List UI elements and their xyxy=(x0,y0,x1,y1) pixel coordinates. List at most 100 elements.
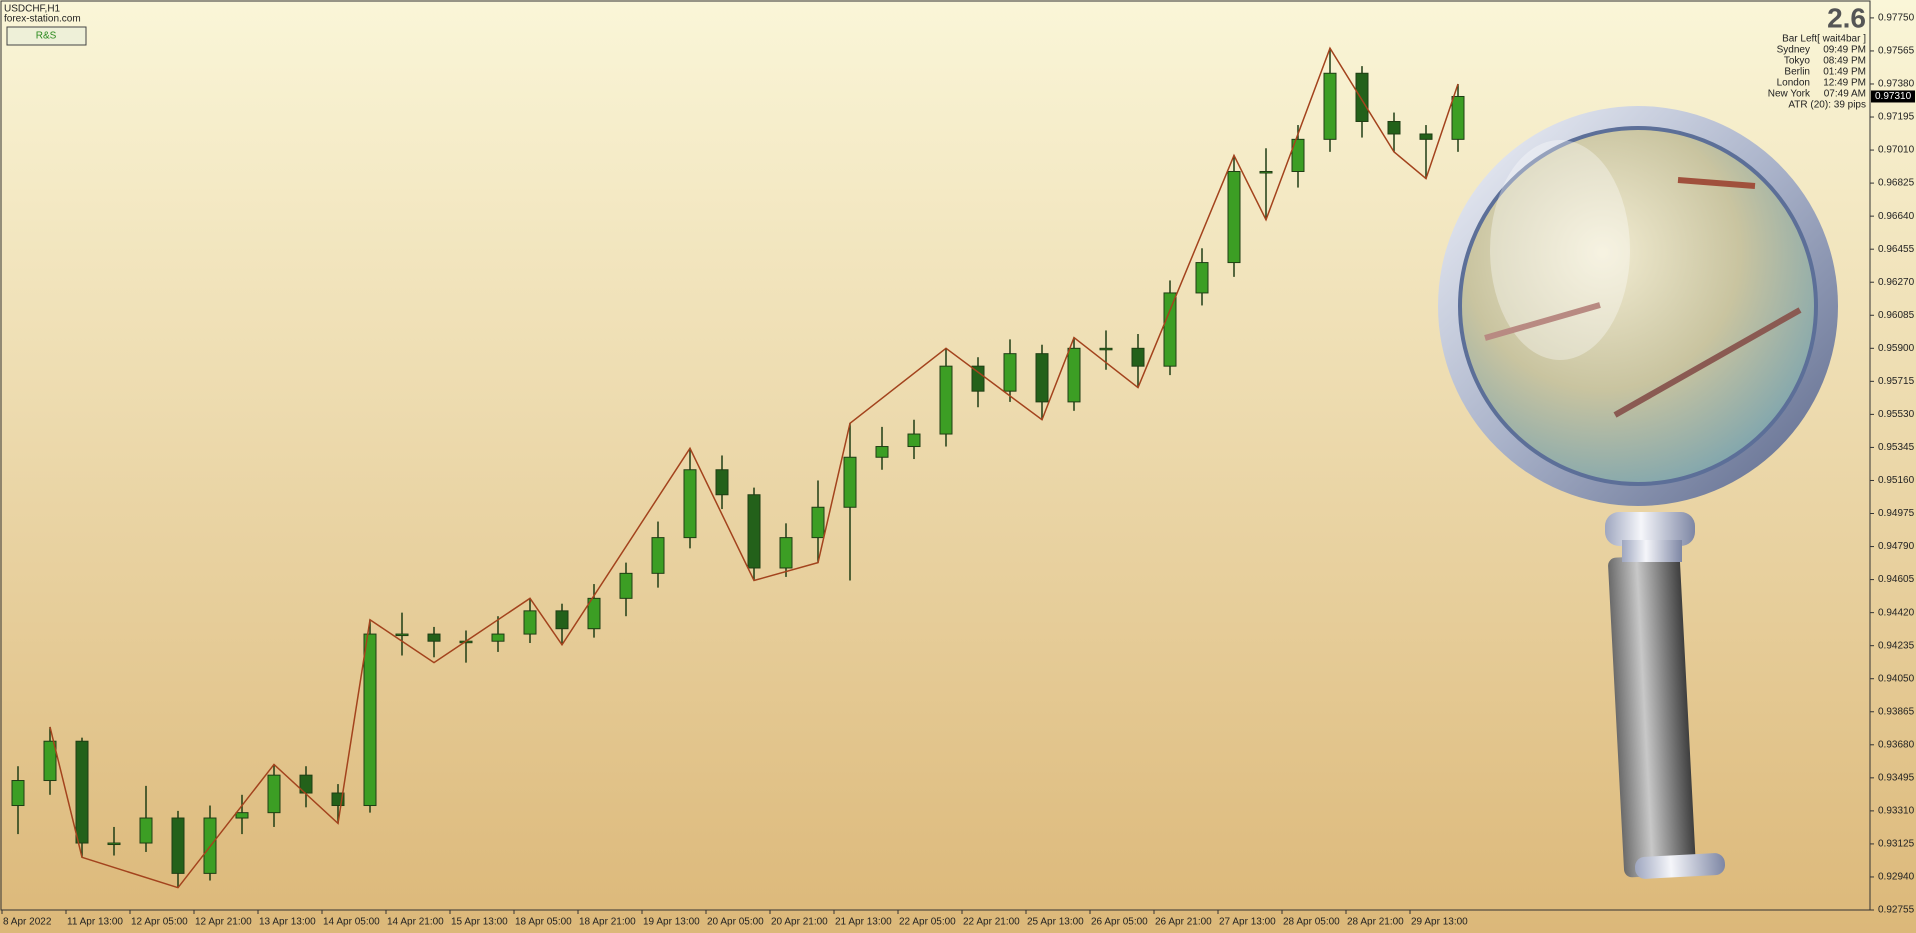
y-tick-label: 0.92940 xyxy=(1878,872,1915,883)
magnifier-lens xyxy=(1458,126,1818,486)
rs-button-label[interactable]: R&S xyxy=(36,31,57,42)
candle-body xyxy=(811,506,825,539)
candle-body xyxy=(875,446,889,458)
x-tick-label: 11 Apr 13:00 xyxy=(67,917,123,928)
candle-body xyxy=(107,842,121,846)
y-tick-label: 0.93125 xyxy=(1878,839,1915,850)
magnifier-neck xyxy=(1622,540,1682,562)
candle-body xyxy=(11,780,25,807)
x-tick-label: 18 Apr 05:00 xyxy=(515,917,572,928)
candle-body xyxy=(651,537,665,574)
session-time: 09:49 PM xyxy=(1823,45,1866,56)
candle-body xyxy=(1195,262,1209,294)
x-tick-label: 29 Apr 13:00 xyxy=(1411,917,1468,928)
x-tick-label: 20 Apr 21:00 xyxy=(771,917,828,928)
candle-body xyxy=(1355,72,1369,122)
plot-frame xyxy=(0,0,1871,911)
magnifier-collar xyxy=(1605,512,1695,546)
x-tick-label: 8 Apr 2022 xyxy=(3,917,52,928)
y-tick-label: 0.96270 xyxy=(1878,277,1915,288)
x-tick-label: 19 Apr 13:00 xyxy=(643,917,700,928)
y-tick-label: 0.96640 xyxy=(1878,211,1915,222)
candle-body xyxy=(1323,72,1337,140)
y-tick-label: 0.94050 xyxy=(1878,673,1915,684)
candle-body xyxy=(139,817,153,844)
session-time: 07:49 AM xyxy=(1824,89,1866,100)
candle-body xyxy=(907,433,921,448)
session-city: Tokyo xyxy=(1784,56,1811,67)
candle-body xyxy=(843,456,857,508)
lens-glare xyxy=(1490,140,1630,360)
y-tick-label: 0.97565 xyxy=(1878,46,1915,57)
y-tick-label: 0.96825 xyxy=(1878,178,1915,189)
current-price-box xyxy=(1871,90,1915,103)
y-tick-label: 0.97380 xyxy=(1878,79,1915,90)
y-tick-label: 0.93310 xyxy=(1878,806,1915,817)
magnifier xyxy=(1438,106,1838,879)
candle-body xyxy=(491,633,505,642)
candle-body xyxy=(1003,353,1017,392)
bar-left: Bar Left[ wait4bar ] xyxy=(1782,34,1866,45)
x-tick-label: 12 Apr 21:00 xyxy=(195,917,252,928)
y-tick-label: 0.94605 xyxy=(1878,574,1915,585)
marks xyxy=(11,46,1465,889)
candle-body xyxy=(43,740,57,782)
x-tick-label: 21 Apr 13:00 xyxy=(835,917,892,928)
candle-body xyxy=(747,494,761,569)
candle-body xyxy=(779,537,793,569)
lens-line xyxy=(1484,302,1601,341)
candle-body xyxy=(75,740,89,844)
candle-body xyxy=(715,469,729,496)
session-time: 01:49 PM xyxy=(1823,67,1866,78)
y-tick-label: 0.97010 xyxy=(1878,145,1915,156)
magnifier-handle xyxy=(1608,554,1696,878)
session-time: 08:49 PM xyxy=(1823,56,1866,67)
x-tick-label: 26 Apr 21:00 xyxy=(1155,917,1212,928)
rs-button[interactable] xyxy=(6,26,87,46)
candle-body xyxy=(1131,347,1145,367)
session-city: Berlin xyxy=(1784,67,1810,78)
x-tick-label: 25 Apr 13:00 xyxy=(1027,917,1084,928)
y-tick-label: 0.95345 xyxy=(1878,442,1915,453)
candle-body xyxy=(1419,133,1433,140)
candle-body xyxy=(395,633,409,637)
x-tick-label: 22 Apr 05:00 xyxy=(899,917,956,928)
y-tick-label: 0.97195 xyxy=(1878,112,1915,123)
candle-body xyxy=(683,469,697,539)
x-tick-label: 18 Apr 21:00 xyxy=(579,917,636,928)
site: forex-station.com xyxy=(4,14,81,25)
atr: ATR (20): 39 pips xyxy=(1788,100,1866,111)
candle-body xyxy=(1163,292,1177,367)
y-tick-label: 0.92755 xyxy=(1878,905,1915,916)
y-tick-label: 0.95160 xyxy=(1878,475,1915,486)
y-tick-label: 0.94975 xyxy=(1878,508,1915,519)
y-tick-label: 0.97750 xyxy=(1878,13,1915,24)
x-tick-label: 14 Apr 21:00 xyxy=(387,917,444,928)
candle-body xyxy=(1035,353,1049,403)
x-tick-label: 20 Apr 05:00 xyxy=(707,917,764,928)
candle-body xyxy=(1259,170,1273,174)
candle-body xyxy=(427,633,441,642)
x-tick-label: 26 Apr 05:00 xyxy=(1091,917,1148,928)
big-value: 2.6 xyxy=(1827,2,1866,33)
magnifier-cap xyxy=(1634,853,1726,879)
session-city: London xyxy=(1777,78,1810,89)
session-city: Sydney xyxy=(1777,45,1810,56)
current-price-label: 0.97310 xyxy=(1875,91,1912,102)
y-tick-label: 0.93865 xyxy=(1878,706,1915,717)
candle-body xyxy=(555,610,569,630)
candle-body xyxy=(1451,95,1465,140)
y-tick-label: 0.95900 xyxy=(1878,343,1915,354)
candle-body xyxy=(587,597,601,630)
lens-line xyxy=(1613,307,1802,418)
y-tick-label: 0.94420 xyxy=(1878,607,1915,618)
candle-body xyxy=(1227,170,1241,264)
zigzag xyxy=(49,46,1459,889)
y-tick-label: 0.96085 xyxy=(1878,310,1915,321)
y-tick-label: 0.96455 xyxy=(1878,244,1915,255)
candle-body xyxy=(235,812,249,819)
candle-body xyxy=(1291,138,1305,172)
y-tick-label: 0.93495 xyxy=(1878,772,1915,783)
